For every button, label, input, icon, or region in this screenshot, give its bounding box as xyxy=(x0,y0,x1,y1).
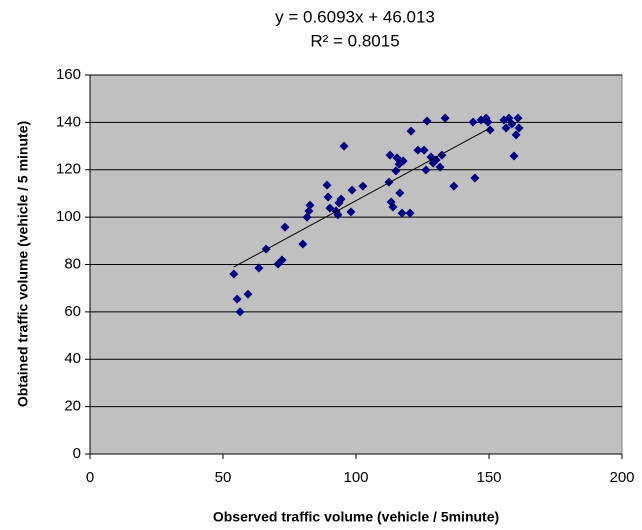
data-point xyxy=(514,123,524,133)
data-point xyxy=(470,173,480,183)
x-tick-label: 150 xyxy=(476,469,501,486)
data-point xyxy=(405,208,415,218)
y-tick-label: 20 xyxy=(64,398,81,415)
y-axis-title: Obtained traffic volume (vehicle / 5 min… xyxy=(15,121,31,407)
x-tick-label: 100 xyxy=(343,469,368,486)
data-point xyxy=(235,307,245,317)
data-point xyxy=(431,155,441,165)
y-tick-label: 40 xyxy=(64,350,81,367)
data-point xyxy=(336,194,346,204)
y-tick-label: 80 xyxy=(64,255,81,272)
data-point xyxy=(322,180,332,190)
data-point xyxy=(254,263,264,273)
data-point xyxy=(413,145,423,155)
y-tick-label: 160 xyxy=(56,66,81,83)
data-point xyxy=(385,150,395,160)
data-point xyxy=(229,269,239,279)
data-point xyxy=(397,208,407,218)
r-squared: R² = 0.8015 xyxy=(310,31,399,50)
data-point xyxy=(422,116,432,126)
y-tick-label: 60 xyxy=(64,303,81,320)
x-tick-label: 0 xyxy=(86,469,94,486)
data-point xyxy=(323,192,333,202)
data-point xyxy=(483,117,493,127)
data-point xyxy=(440,113,450,123)
data-point xyxy=(421,165,431,175)
data-point xyxy=(280,222,290,232)
data-point xyxy=(468,117,478,127)
data-point xyxy=(513,113,523,123)
data-point xyxy=(435,162,445,172)
data-point xyxy=(339,141,349,151)
data-point xyxy=(305,200,315,210)
data-point xyxy=(333,210,343,220)
data-point xyxy=(347,185,357,195)
x-axis-title: Observed traffic volume (vehicle / 5minu… xyxy=(213,509,499,525)
y-tick-label: 0 xyxy=(73,445,81,462)
data-point xyxy=(277,255,287,265)
data-point xyxy=(406,126,416,136)
data-point xyxy=(346,207,356,217)
data-point xyxy=(501,123,511,133)
data-point xyxy=(232,294,242,304)
data-point xyxy=(304,206,314,216)
data-point xyxy=(485,125,495,135)
data-point xyxy=(398,156,408,166)
trendline xyxy=(233,128,490,268)
data-point xyxy=(511,130,521,140)
y-tick-label: 100 xyxy=(56,208,81,225)
data-point xyxy=(449,181,459,191)
data-point xyxy=(419,145,429,155)
data-point xyxy=(391,166,401,176)
data-point xyxy=(509,151,519,161)
y-tick-label: 140 xyxy=(56,113,81,130)
data-point xyxy=(243,289,253,299)
data-point xyxy=(395,188,405,198)
data-point xyxy=(388,202,398,212)
data-point xyxy=(504,113,514,123)
data-point xyxy=(358,181,368,191)
trendline-equation: y = 0.6093x + 46.013 xyxy=(275,7,435,26)
x-tick-label: 200 xyxy=(609,469,634,486)
y-tick-label: 120 xyxy=(56,161,81,178)
x-tick-label: 50 xyxy=(215,469,232,486)
data-point xyxy=(298,239,308,249)
